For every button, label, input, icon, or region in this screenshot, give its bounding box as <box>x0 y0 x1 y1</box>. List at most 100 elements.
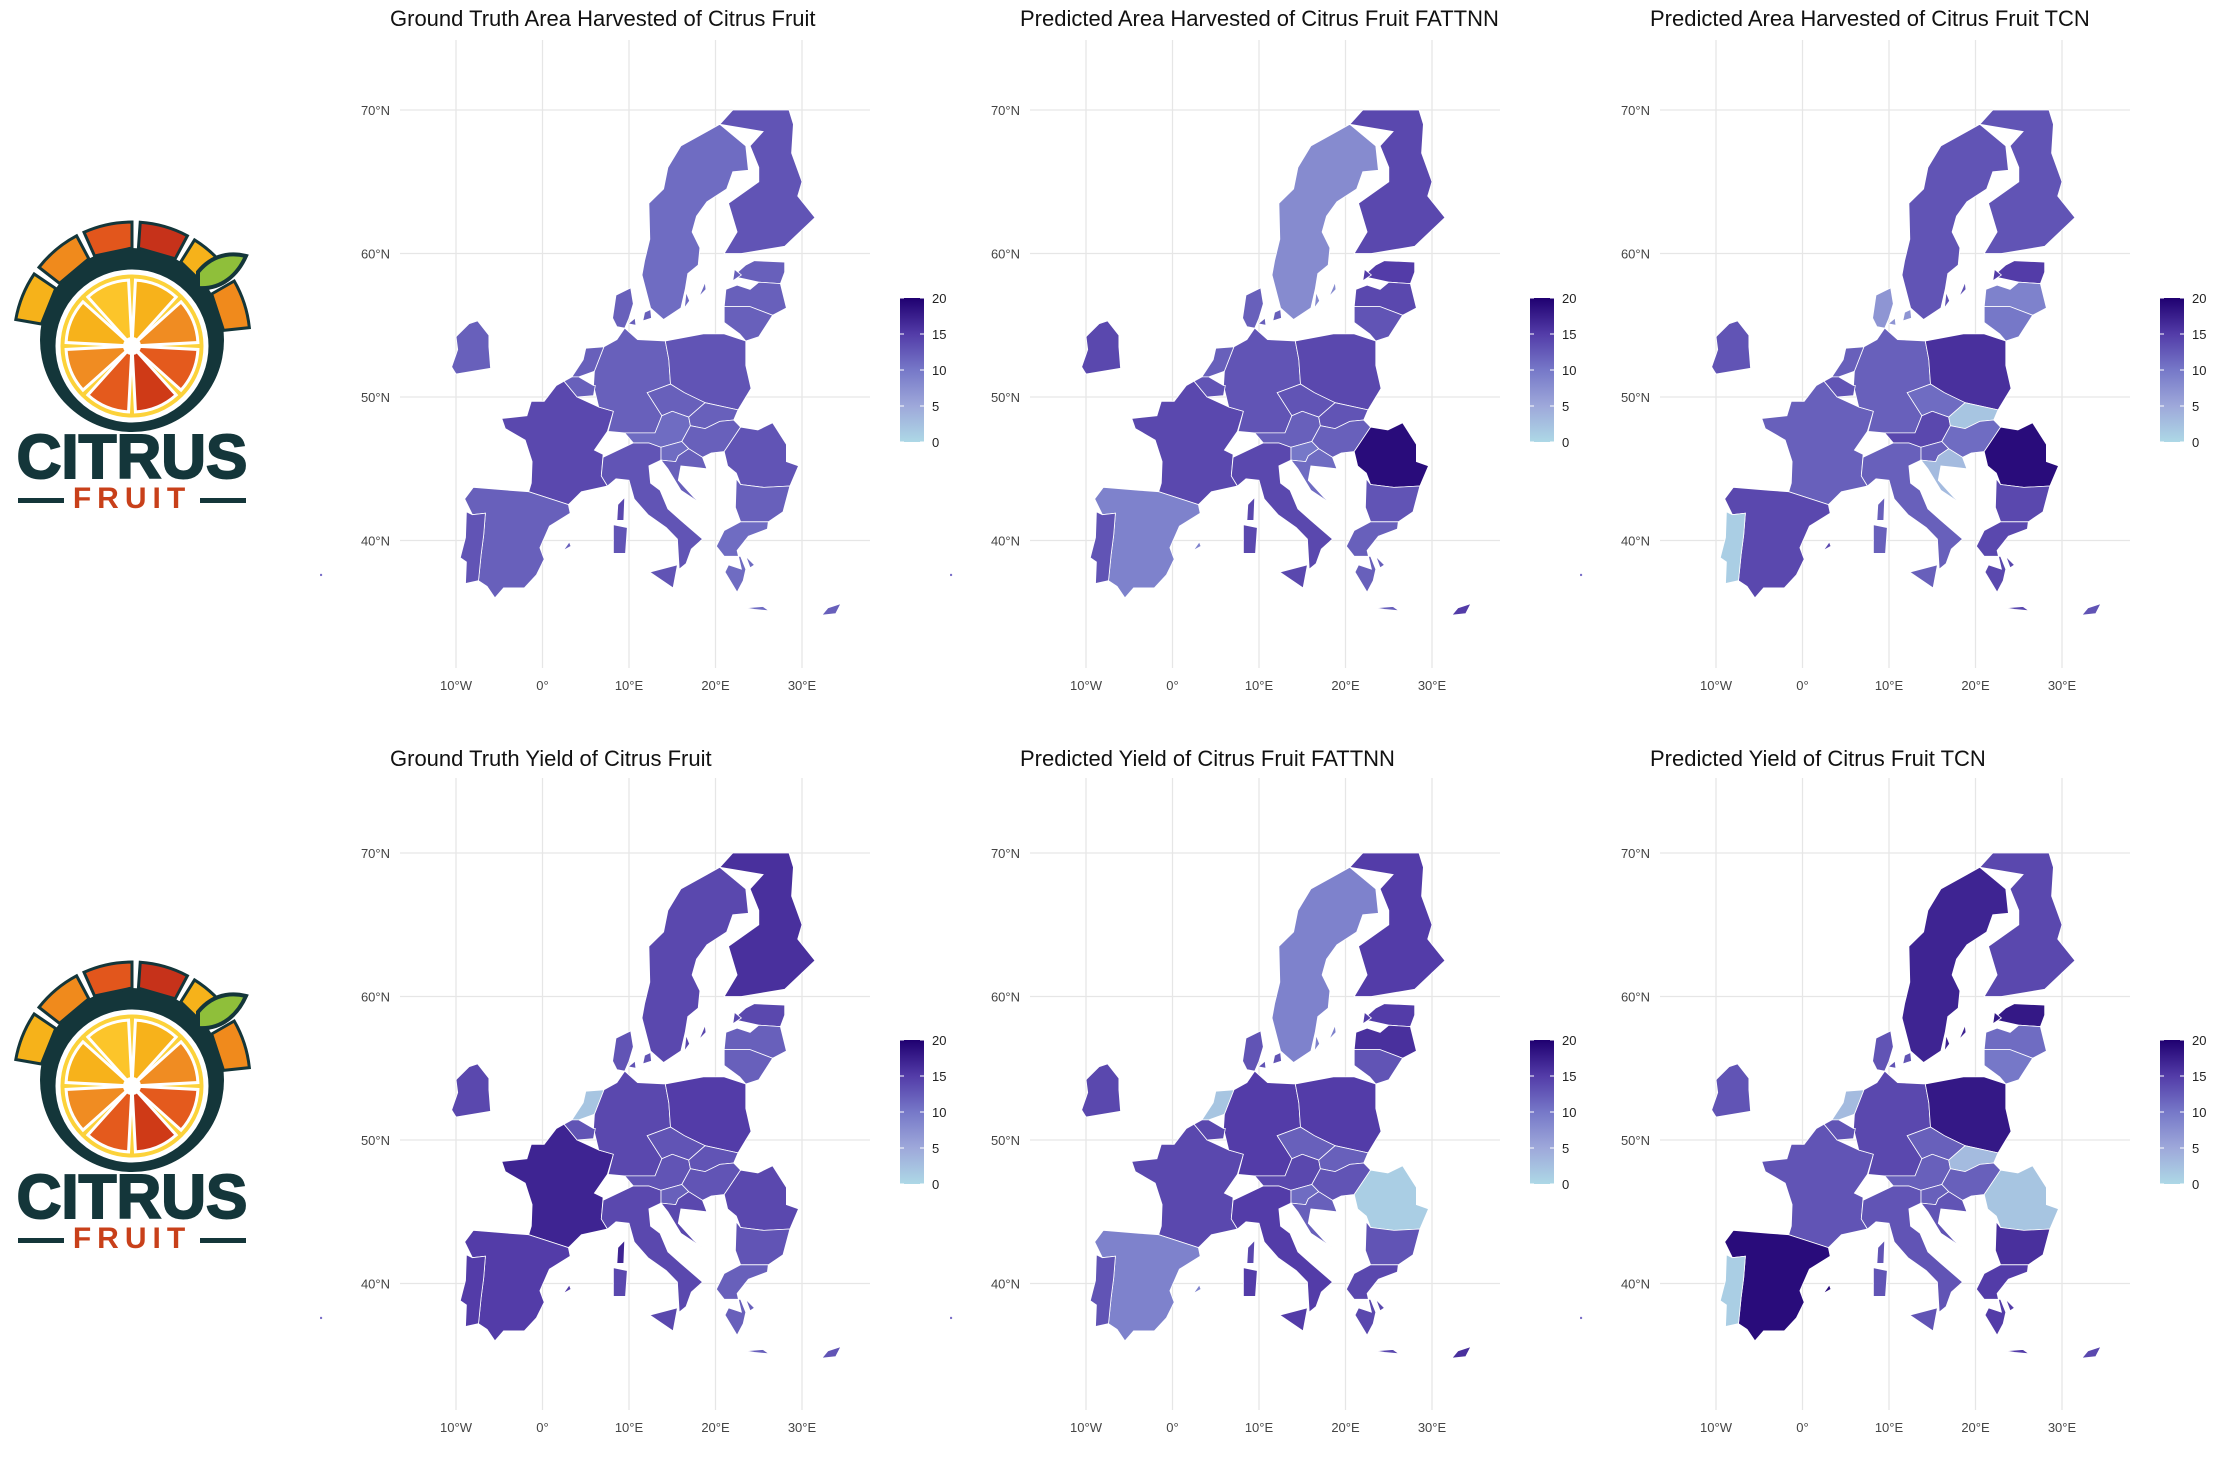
logo-sub-text: FRUIT <box>73 1222 191 1250</box>
legend-tick-label: 5 <box>1562 1141 1569 1156</box>
country-estonia <box>1992 268 2003 282</box>
country-sweden <box>1328 280 1337 297</box>
legend-tick-label: 5 <box>2192 399 2199 414</box>
y-tick-label: 50°N <box>991 390 1020 405</box>
country-lithuania <box>1353 306 1404 342</box>
country-sweden <box>1271 866 1379 1064</box>
y-tick-label: 40°N <box>1621 534 1650 549</box>
country-belgium <box>1823 376 1856 398</box>
country-finland <box>719 852 816 997</box>
country-croatia <box>1290 1191 1338 1248</box>
legend-tick-label: 20 <box>932 291 946 306</box>
x-tick-label: 10°W <box>1700 1420 1733 1435</box>
y-tick-label: 50°N <box>361 1133 390 1148</box>
x-tick-label: 10°W <box>440 678 473 693</box>
y-tick-label: 40°N <box>991 534 1020 549</box>
legend-tick-label: 10 <box>932 1105 946 1120</box>
country-ireland <box>451 320 492 375</box>
country-spain <box>562 1284 572 1294</box>
country-italy <box>1873 524 1888 554</box>
country-france <box>1876 496 1886 521</box>
legend-tick-label: 5 <box>2192 1141 2199 1156</box>
choropleth-map: Ground Truth Yield of Citrus Fruit 10°W 0°… <box>320 746 946 1435</box>
country-denmark <box>1242 287 1264 329</box>
country-italy <box>1278 564 1308 589</box>
legend-tick-label: 20 <box>2192 1033 2206 1048</box>
country-cyprus <box>1450 602 1472 616</box>
island-speck <box>320 1316 323 1320</box>
country-denmark <box>1902 308 1912 322</box>
citrus-fruit-logo-top: CITRUS FRUIT <box>2 210 262 515</box>
chart-title: Predicted Area Harvested of Citrus Fruit… <box>1020 6 1499 31</box>
country-denmark <box>1242 1030 1264 1072</box>
chart-title: Predicted Yield of Citrus Fruit FATTNN <box>1020 746 1395 771</box>
country-estonia <box>1991 260 2046 285</box>
country-sweden <box>1328 1023 1337 1040</box>
island-speck <box>950 573 953 577</box>
country-belgium <box>1823 1119 1856 1141</box>
legend-tick-label: 10 <box>2192 1105 2206 1120</box>
country-portugal <box>1719 511 1746 584</box>
country-bulgaria <box>734 477 791 523</box>
country-estonia <box>731 1003 786 1028</box>
legend-tick-label: 15 <box>1562 327 1576 342</box>
country-romania <box>1983 422 2060 488</box>
x-tick-label: 0° <box>1796 678 1808 693</box>
y-tick-label: 60°N <box>991 990 1020 1005</box>
country-greece <box>1375 606 1401 612</box>
y-tick-label: 70°N <box>1621 846 1650 861</box>
country-sweden <box>1958 280 1967 297</box>
y-tick-label: 50°N <box>991 1133 1020 1148</box>
country-sweden <box>1271 123 1379 321</box>
country-france <box>1246 1239 1256 1264</box>
logo-brand-text: CITRUS <box>17 1163 248 1232</box>
country-estonia <box>1361 260 1416 285</box>
choropleth-map: Ground Truth Area Harvested of Citrus Fr… <box>320 6 946 693</box>
x-tick-label: 0° <box>536 1420 548 1435</box>
choropleth-map: Predicted Yield of Citrus Fruit FATTNN 10… <box>950 746 1576 1435</box>
y-tick-label: 60°N <box>1621 990 1650 1005</box>
country-cyprus <box>820 1345 842 1359</box>
country-sweden <box>683 1035 691 1053</box>
country-bulgaria <box>1994 477 2051 523</box>
island-speck <box>950 1316 953 1320</box>
country-belgium <box>1193 376 1226 398</box>
legend-tick-label: 15 <box>932 1069 946 1084</box>
country-italy <box>648 1307 678 1332</box>
country-france <box>616 496 626 521</box>
country-sweden <box>698 1023 707 1040</box>
x-tick-label: 0° <box>1796 1420 1808 1435</box>
legend-tick-label: 0 <box>2192 435 2199 450</box>
country-spain <box>562 541 572 551</box>
map-panel-gt-area: Ground Truth Area Harvested of Citrus Fr… <box>320 0 1040 730</box>
country-portugal <box>1089 1254 1116 1327</box>
country-finland <box>719 109 816 254</box>
x-tick-label: 30°E <box>788 1420 817 1435</box>
country-greece <box>1375 1299 1386 1312</box>
legend-tick-label: 0 <box>932 1177 939 1192</box>
x-tick-label: 20°E <box>1331 678 1360 693</box>
y-tick-label: 60°N <box>361 990 390 1005</box>
country-romania <box>1353 422 1430 488</box>
country-denmark <box>1887 317 1897 326</box>
country-greece <box>1975 521 2029 594</box>
x-tick-label: 30°E <box>2048 678 2077 693</box>
country-cyprus <box>820 602 842 616</box>
country-greece <box>715 521 769 594</box>
country-croatia <box>660 448 708 505</box>
x-tick-label: 10°E <box>615 1420 644 1435</box>
country-portugal <box>459 511 486 584</box>
country-denmark <box>1887 1060 1897 1069</box>
country-ireland <box>451 1063 492 1118</box>
x-tick-label: 10°W <box>1070 1420 1103 1435</box>
country-bulgaria <box>1364 1220 1421 1266</box>
x-tick-label: 20°E <box>701 678 730 693</box>
legend-tick-label: 0 <box>1562 1177 1569 1192</box>
country-france <box>616 1239 626 1264</box>
y-tick-label: 40°N <box>361 1277 390 1292</box>
legend-tick-label: 5 <box>932 399 939 414</box>
country-croatia <box>1290 448 1338 505</box>
legend-tick-label: 15 <box>2192 1069 2206 1084</box>
map-panel-fattnn-area: Predicted Area Harvested of Citrus Fruit… <box>950 0 1670 730</box>
